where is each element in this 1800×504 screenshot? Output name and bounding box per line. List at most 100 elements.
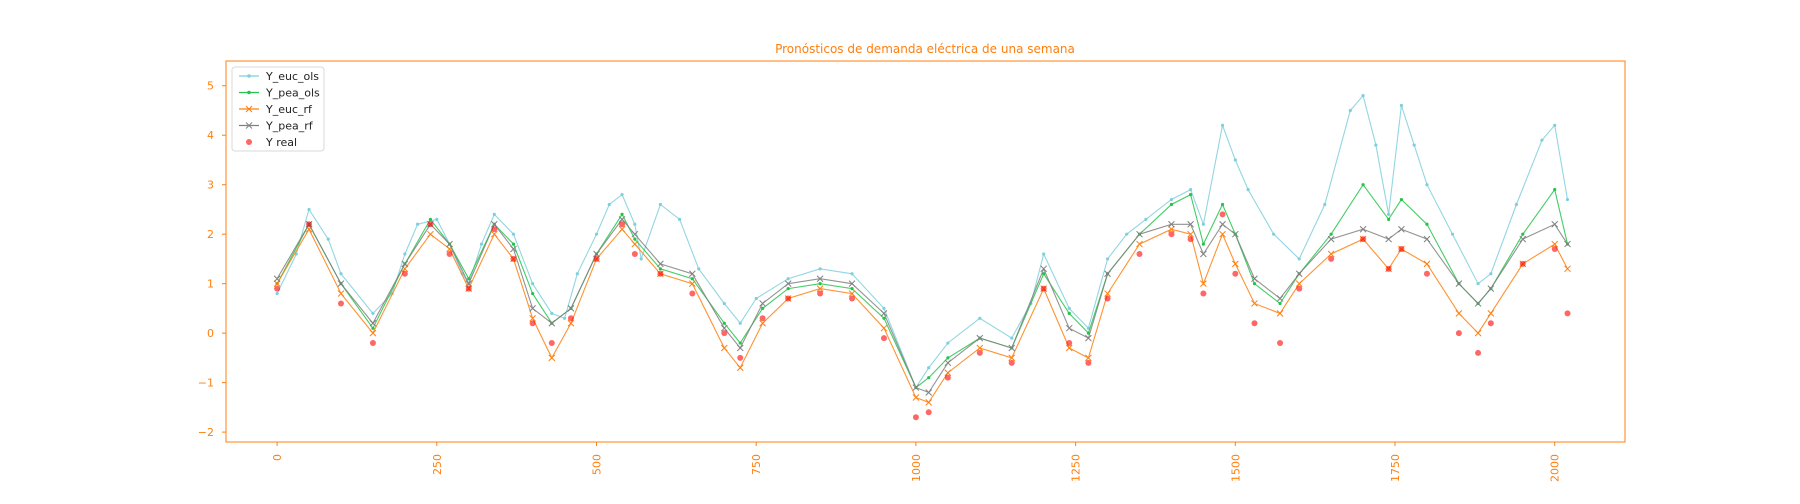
data-point [1187,220,1194,228]
data-point [1232,270,1239,277]
data-point [1168,225,1175,233]
data-point [593,250,600,258]
x-axis: 0 250 500 750 1000 1250 1500 1750 2000 [271,442,1562,482]
legend-marker [245,105,253,113]
data-point [1008,354,1016,362]
data-point [1168,231,1175,238]
data-point [620,212,624,216]
data-point [1065,324,1073,332]
data-point [1455,280,1463,288]
data-point [1296,285,1303,292]
data-point [720,344,728,352]
data-point [1565,197,1570,202]
data-point [927,366,931,370]
series-line [276,183,1569,389]
data-point [1455,330,1462,337]
data-point [631,230,639,238]
data-point [912,414,919,421]
data-point [1219,230,1226,238]
data-point [1040,265,1048,273]
data-point [925,399,933,406]
data-point [1551,240,1559,248]
data-point [1399,197,1404,202]
data-point [759,300,766,307]
x-tick-label: 0 [271,454,284,461]
y-tick-label: 4 [207,129,214,142]
data-point [912,394,920,401]
legend-item: Y real [246,136,297,149]
x-tick-label: 1750 [1389,454,1402,482]
data-point [657,270,664,277]
data-point [1475,349,1482,356]
data-point [1277,340,1284,347]
data-point [761,306,765,311]
data-point [1328,255,1335,262]
data-point [759,315,766,322]
data-point [1374,143,1378,147]
data-point [1327,250,1335,258]
data-point [479,242,484,246]
data-point [1564,265,1571,273]
data-point [1201,242,1205,246]
data-point [1169,197,1174,202]
data-point [337,290,345,297]
data-point [912,384,920,391]
data-point [403,252,407,256]
x-tick-label: 1250 [1070,454,1083,482]
data-point [785,295,792,302]
data-point [1272,232,1276,236]
data-point [511,242,516,246]
data-point [1233,158,1237,162]
data-point [633,222,637,226]
data-point [465,280,473,288]
data-point [1361,94,1365,98]
data-point [275,291,279,296]
data-point [1136,230,1143,238]
data-point [944,374,951,381]
y-tick-label: 0 [207,327,214,340]
x-tick-label: 2000 [1549,454,1562,482]
data-point [467,277,471,281]
data-point [1040,285,1047,292]
data-point [593,255,600,262]
data-point [369,329,377,337]
data-point [1329,232,1333,236]
data-point [1295,280,1303,288]
data-point [531,291,535,296]
legend-item: Y_euc_ols [239,70,319,83]
data-point [639,257,643,261]
data-point [818,282,822,286]
data-point [1189,192,1193,197]
data-point [1246,188,1250,192]
data-point [690,277,694,281]
data-point [1387,217,1391,221]
series-4 [274,211,1571,421]
data-point [721,330,728,337]
x-tick-label: 250 [431,454,444,475]
data-point [1423,260,1431,268]
data-point [490,230,498,238]
data-point [689,290,696,297]
data-point [1519,235,1527,243]
data-point [510,245,517,253]
data-point [720,324,728,332]
data-point [428,217,433,221]
data-point [976,349,983,356]
data-point [1359,225,1367,233]
data-point [688,270,696,278]
data-point [786,287,790,291]
data-point [1276,309,1284,317]
data-point [510,255,517,262]
data-point [1323,202,1327,207]
data-point [1189,188,1193,192]
data-point [490,220,498,228]
data-point [548,340,555,347]
data-point [446,240,453,248]
data-point [1425,183,1429,187]
data-point [1085,334,1092,342]
plot-frame [225,60,1626,443]
data-point [738,321,742,325]
data-point [1450,232,1455,236]
data-point [925,409,932,416]
data-point [849,295,856,302]
